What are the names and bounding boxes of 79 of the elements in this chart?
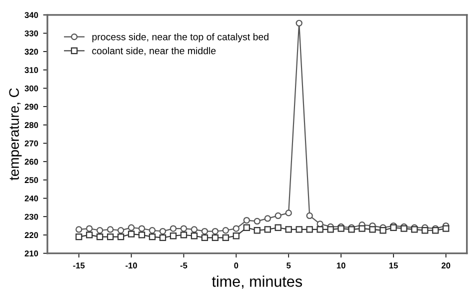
- point: [232, 225, 240, 232]
- point: [86, 232, 93, 238]
- point: [285, 210, 292, 216]
- point: [170, 225, 177, 232]
- point: [180, 232, 188, 238]
- point: [222, 234, 230, 242]
- y-tick-label: 210: [24, 250, 38, 256]
- point: [86, 225, 93, 232]
- point: [285, 226, 292, 233]
- point: [148, 227, 156, 234]
- point: [106, 233, 114, 240]
- point: [222, 227, 230, 234]
- point: [148, 233, 156, 240]
- x-axis-title: time, minutes: [212, 276, 302, 289]
- point: [190, 232, 198, 240]
- point: [159, 228, 166, 235]
- y-tick-label: 330: [24, 30, 38, 36]
- point: [274, 212, 282, 220]
- point: [128, 230, 135, 238]
- point: [76, 226, 82, 233]
- point: [212, 234, 219, 242]
- point: [128, 224, 135, 231]
- point: [106, 226, 114, 233]
- point: [254, 218, 260, 225]
- y-axis-title: temperature, C: [9, 88, 22, 180]
- point: [180, 225, 188, 232]
- y-tick-label: 250: [24, 177, 38, 184]
- point: [117, 227, 124, 234]
- y-tick-label: 290: [24, 104, 38, 110]
- y-tick-label: 280: [24, 122, 38, 128]
- x-tick-label: 0: [234, 262, 238, 268]
- legend-label: coolant side, near the middle: [92, 47, 216, 56]
- point: [327, 226, 334, 233]
- y-tick-label: 230: [24, 214, 38, 220]
- point: [201, 234, 208, 242]
- point: [190, 226, 198, 233]
- point: [274, 224, 282, 231]
- point: [264, 215, 271, 222]
- point: [380, 227, 386, 234]
- point: [296, 226, 302, 233]
- y-tick-label: 340: [24, 12, 38, 18]
- point: [369, 226, 376, 233]
- x-tick-label: -10: [126, 262, 137, 268]
- point: [96, 227, 104, 234]
- point: [296, 20, 302, 26]
- x-tick-label: -5: [180, 262, 188, 268]
- y-tick-label: 320: [24, 48, 38, 55]
- point: [243, 216, 250, 224]
- point: [138, 225, 146, 232]
- y-tick-label: 220: [24, 232, 38, 238]
- point: [442, 225, 450, 232]
- x-tick-label: 10: [336, 262, 346, 268]
- legend-label: process side, near the top of catalyst bed: [92, 33, 268, 42]
- y-tick-label: 240: [24, 195, 38, 202]
- point: [212, 228, 219, 235]
- point: [422, 227, 428, 234]
- y-tick-label: 260: [24, 158, 38, 165]
- point: [159, 234, 166, 242]
- point: [201, 228, 208, 235]
- point: [96, 233, 104, 240]
- point: [358, 225, 366, 232]
- point: [254, 227, 260, 234]
- y-tick-label: 300: [24, 85, 38, 92]
- x-tick-label: 15: [389, 262, 398, 268]
- point: [264, 226, 271, 233]
- point: [117, 233, 124, 240]
- point: [138, 232, 146, 238]
- point: [316, 226, 324, 233]
- point: [306, 226, 313, 233]
- point: [232, 232, 240, 240]
- y-tick-label: 310: [24, 67, 38, 74]
- point: [243, 224, 250, 231]
- x-tick-label: 20: [442, 262, 450, 268]
- point: [76, 233, 82, 240]
- y-tick-label: 270: [24, 140, 38, 146]
- x-tick-label: -15: [73, 262, 85, 268]
- x-tick-label: 5: [286, 262, 291, 268]
- point: [306, 212, 313, 220]
- point: [170, 232, 177, 240]
